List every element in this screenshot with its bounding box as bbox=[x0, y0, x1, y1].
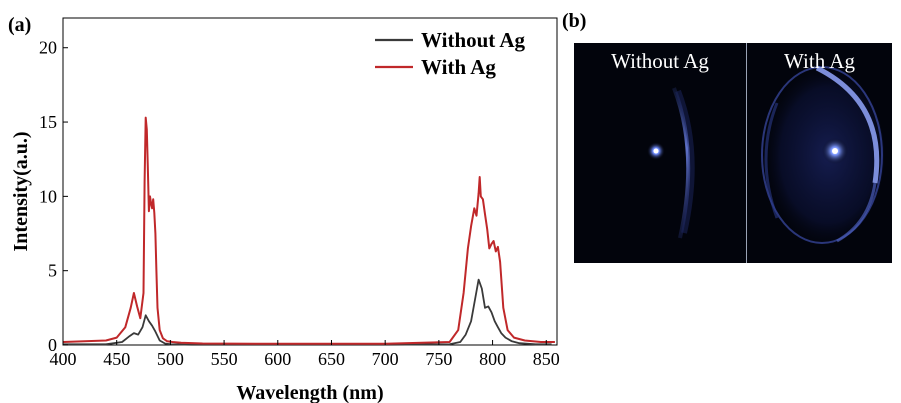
x-tick-label: 550 bbox=[211, 349, 238, 369]
y-tick-label: 0 bbox=[48, 335, 57, 355]
photo-divider bbox=[746, 43, 747, 263]
x-tick-label: 700 bbox=[372, 349, 399, 369]
series-line-with-ag bbox=[62, 116, 555, 345]
x-axis-label: Wavelength (nm) bbox=[236, 382, 383, 403]
x-tick-label: 850 bbox=[533, 349, 560, 369]
x-tick-label: 600 bbox=[264, 349, 291, 369]
legend-label: With Ag bbox=[421, 55, 496, 79]
y-tick-label: 15 bbox=[39, 112, 57, 132]
series-layer bbox=[62, 116, 555, 346]
y-axis-label: Intensity(a.u.) bbox=[10, 131, 32, 251]
y-tick-label: 5 bbox=[48, 261, 57, 281]
y-tick-label: 20 bbox=[39, 38, 57, 58]
photo-left-caption: Without Ag bbox=[611, 49, 709, 73]
photo-with-ag: With Ag bbox=[747, 43, 892, 263]
photo-without-ag: Without Ag bbox=[574, 43, 746, 263]
legend-label: Without Ag bbox=[421, 28, 526, 52]
x-tick-label: 400 bbox=[50, 349, 77, 369]
x-tick-label: 800 bbox=[479, 349, 506, 369]
x-tick-label: 650 bbox=[318, 349, 345, 369]
x-tick-label: 500 bbox=[157, 349, 184, 369]
emission-photo: Without Ag bbox=[574, 43, 892, 263]
axes-layer: 400 450 500 550 600 650 700 750 800 850 0 5 10 15 20 Wa… bbox=[10, 38, 560, 403]
panel-b-label: (b) bbox=[562, 10, 587, 32]
photo-with-ag-image bbox=[760, 65, 884, 244]
y-tick-label: 10 bbox=[39, 186, 57, 206]
x-tick-label: 750 bbox=[425, 349, 452, 369]
x-tick-label: 450 bbox=[103, 349, 130, 369]
legend: Without Ag With Ag bbox=[375, 28, 526, 79]
series-line-without-ag bbox=[63, 278, 552, 346]
photo-without-ag-image bbox=[647, 87, 695, 239]
photo-right-caption: With Ag bbox=[784, 49, 855, 73]
panel-a-label: (a) bbox=[8, 14, 32, 36]
